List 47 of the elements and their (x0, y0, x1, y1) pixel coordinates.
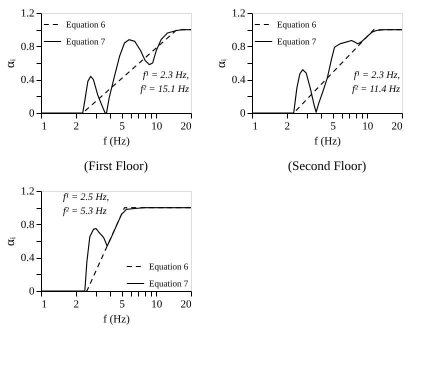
x-axis-title: f (Hz) (103, 136, 130, 148)
x-tick-label: 2 (73, 120, 79, 132)
annotation: f¹ = 2.3 Hz, (354, 70, 400, 81)
annotation: f¹ = 2.5 Hz, (63, 192, 110, 203)
legend-label: Equation 6 (277, 20, 317, 30)
annotation: f² = 11.4 Hz (352, 84, 400, 95)
y-tick-label: 0.8 (20, 40, 35, 53)
x-tick-label: 2 (73, 298, 79, 310)
x-tick-label: 20 (180, 120, 192, 132)
x-tick-label: 1 (252, 120, 258, 132)
y-tick-label: 0.4 (20, 74, 35, 86)
annotation: f¹ = 2.3 Hz, (142, 70, 189, 81)
y-tick-label: 1.2 (20, 186, 34, 198)
y-axis-title: αᵢ (2, 58, 17, 68)
text: (Second Floor) (288, 158, 366, 173)
legend-label: Equation 6 (66, 20, 106, 30)
legend-label: Equation 7 (149, 278, 189, 288)
y-axis-title: αᵢ (212, 58, 228, 68)
x-axis-title: f (Hz) (314, 136, 342, 148)
x-tick-label: 1 (42, 298, 47, 310)
x-tick-label: 2 (284, 120, 290, 132)
y-tick-label: 0.4 (20, 252, 35, 264)
y-tick-label: 0 (29, 286, 35, 298)
legend-label: Equation 6 (149, 262, 189, 272)
x-tick-label: 1 (42, 120, 47, 132)
text: (First Floor) (84, 158, 148, 173)
x-tick-label: 5 (330, 120, 336, 132)
y-tick-label: 1.2 (232, 8, 246, 20)
x-tick-label: 5 (119, 298, 126, 310)
x-tick-label: 10 (151, 120, 163, 132)
y-tick-label: 1.2 (20, 8, 34, 20)
x-tick-label: 20 (392, 120, 403, 132)
y-tick-label: 0 (29, 108, 35, 120)
annotation: f² = 15.1 Hz (140, 84, 190, 95)
legend-label: Equation 7 (277, 36, 317, 46)
x-axis-title: f (Hz) (103, 314, 130, 326)
x-tick-label: 20 (180, 298, 192, 310)
y-tick-label: 0.8 (20, 218, 35, 231)
y-tick-label: 0.4 (232, 74, 246, 86)
y-tick-label: 0 (240, 108, 246, 120)
y-axis-title: αᵢ (2, 236, 17, 246)
y-tick-label: 0.8 (232, 40, 246, 53)
legend-label: Equation 7 (66, 36, 106, 46)
x-tick-label: 10 (151, 298, 163, 310)
x-tick-label: 5 (119, 120, 126, 132)
annotation: f² = 5.3 Hz (63, 206, 107, 217)
x-tick-label: 10 (362, 120, 374, 132)
